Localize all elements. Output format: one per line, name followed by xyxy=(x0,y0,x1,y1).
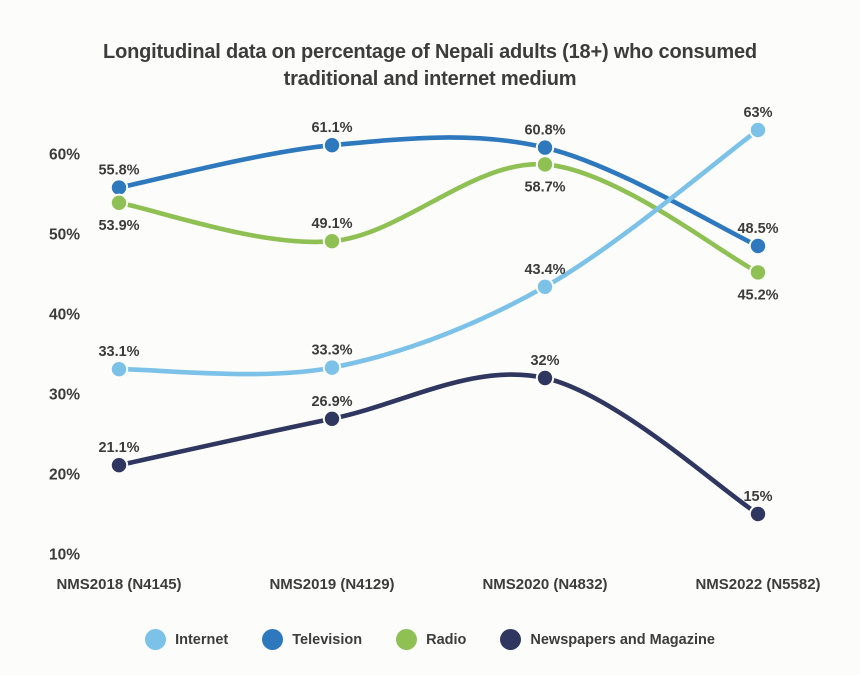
data-point-label-television: 61.1% xyxy=(311,120,352,136)
data-point-television xyxy=(748,236,768,256)
chart-title-line-2: traditional and internet medium xyxy=(283,68,577,91)
data-point-label-television: 60.8% xyxy=(524,123,565,139)
data-point-television xyxy=(109,178,129,197)
legend-label: Newspapers and Magazine xyxy=(530,631,715,648)
data-point-label-internet: 33.3% xyxy=(311,343,352,359)
legend-swatch-icon xyxy=(500,629,522,650)
data-point-label-internet: 43.4% xyxy=(524,262,565,278)
data-point-newspapers-and-magazine xyxy=(322,409,342,428)
series-line-television xyxy=(116,135,761,249)
data-point-label-newspapers-and-magazine: 26.9% xyxy=(311,394,352,410)
y-tick-label: 60% xyxy=(49,147,80,164)
y-tick-label: 40% xyxy=(49,307,80,324)
data-point-radio xyxy=(748,263,768,282)
series-line-radio xyxy=(116,162,761,275)
legend-item-radio: Radio xyxy=(396,629,466,650)
x-axis-label: NMS2022 (N5582) xyxy=(695,576,820,593)
data-point-label-television: 48.5% xyxy=(737,221,778,237)
legend-swatch-icon xyxy=(145,629,167,650)
x-axis-label: NMS2018 (N4145) xyxy=(56,576,181,593)
data-point-internet xyxy=(535,277,555,296)
legend-label: Internet xyxy=(175,631,229,648)
legend-label: Radio xyxy=(426,631,467,648)
y-tick-label: 30% xyxy=(49,387,80,404)
data-point-internet xyxy=(109,360,129,379)
chart-title-line-1: Longitudinal data on percentage of Nepal… xyxy=(103,41,757,64)
series-line-internet xyxy=(116,127,761,377)
legend-item-internet: Internet xyxy=(145,629,228,650)
data-point-newspapers-and-magazine xyxy=(109,456,129,475)
data-point-television xyxy=(322,136,342,155)
data-point-newspapers-and-magazine xyxy=(748,504,768,524)
data-point-label-radio: 53.9% xyxy=(98,218,139,234)
data-point-label-internet: 33.1% xyxy=(98,344,139,360)
legend-item-newspapers-and-magazine: Newspapers and Magazine xyxy=(500,629,715,650)
data-point-internet xyxy=(748,120,768,140)
y-tick-label: 10% xyxy=(49,547,80,564)
data-point-internet xyxy=(322,358,342,377)
data-point-label-radio: 45.2% xyxy=(737,287,778,303)
data-point-label-newspapers-and-magazine: 21.1% xyxy=(98,440,139,456)
data-point-label-internet: 63% xyxy=(743,105,772,121)
data-point-label-radio: 58.7% xyxy=(524,179,565,195)
x-axis-label: NMS2020 (N4832) xyxy=(482,576,607,593)
data-point-television xyxy=(535,138,555,157)
data-point-radio xyxy=(109,193,129,213)
data-point-newspapers-and-magazine xyxy=(535,368,555,388)
data-point-radio xyxy=(322,232,342,251)
series-line-newspapers-and-magazine xyxy=(116,372,761,517)
data-point-radio xyxy=(535,155,555,174)
y-tick-label: 50% xyxy=(49,227,80,244)
legend-swatch-icon xyxy=(396,629,418,650)
legend-swatch-icon xyxy=(262,629,284,650)
x-axis-label: NMS2019 (N4129) xyxy=(269,576,394,593)
legend-item-television: Television xyxy=(262,629,362,650)
data-point-label-television: 55.8% xyxy=(98,163,139,179)
chart-title: Longitudinal data on percentage of Nepal… xyxy=(0,39,860,93)
data-point-label-radio: 49.1% xyxy=(311,216,352,232)
legend-label: Television xyxy=(292,631,363,648)
y-tick-label: 20% xyxy=(49,467,80,484)
data-point-label-newspapers-and-magazine: 15% xyxy=(743,489,772,505)
data-point-label-newspapers-and-magazine: 32% xyxy=(530,353,559,369)
chart-legend: Internet Television Radio Newspapers and Ma… xyxy=(0,629,860,650)
